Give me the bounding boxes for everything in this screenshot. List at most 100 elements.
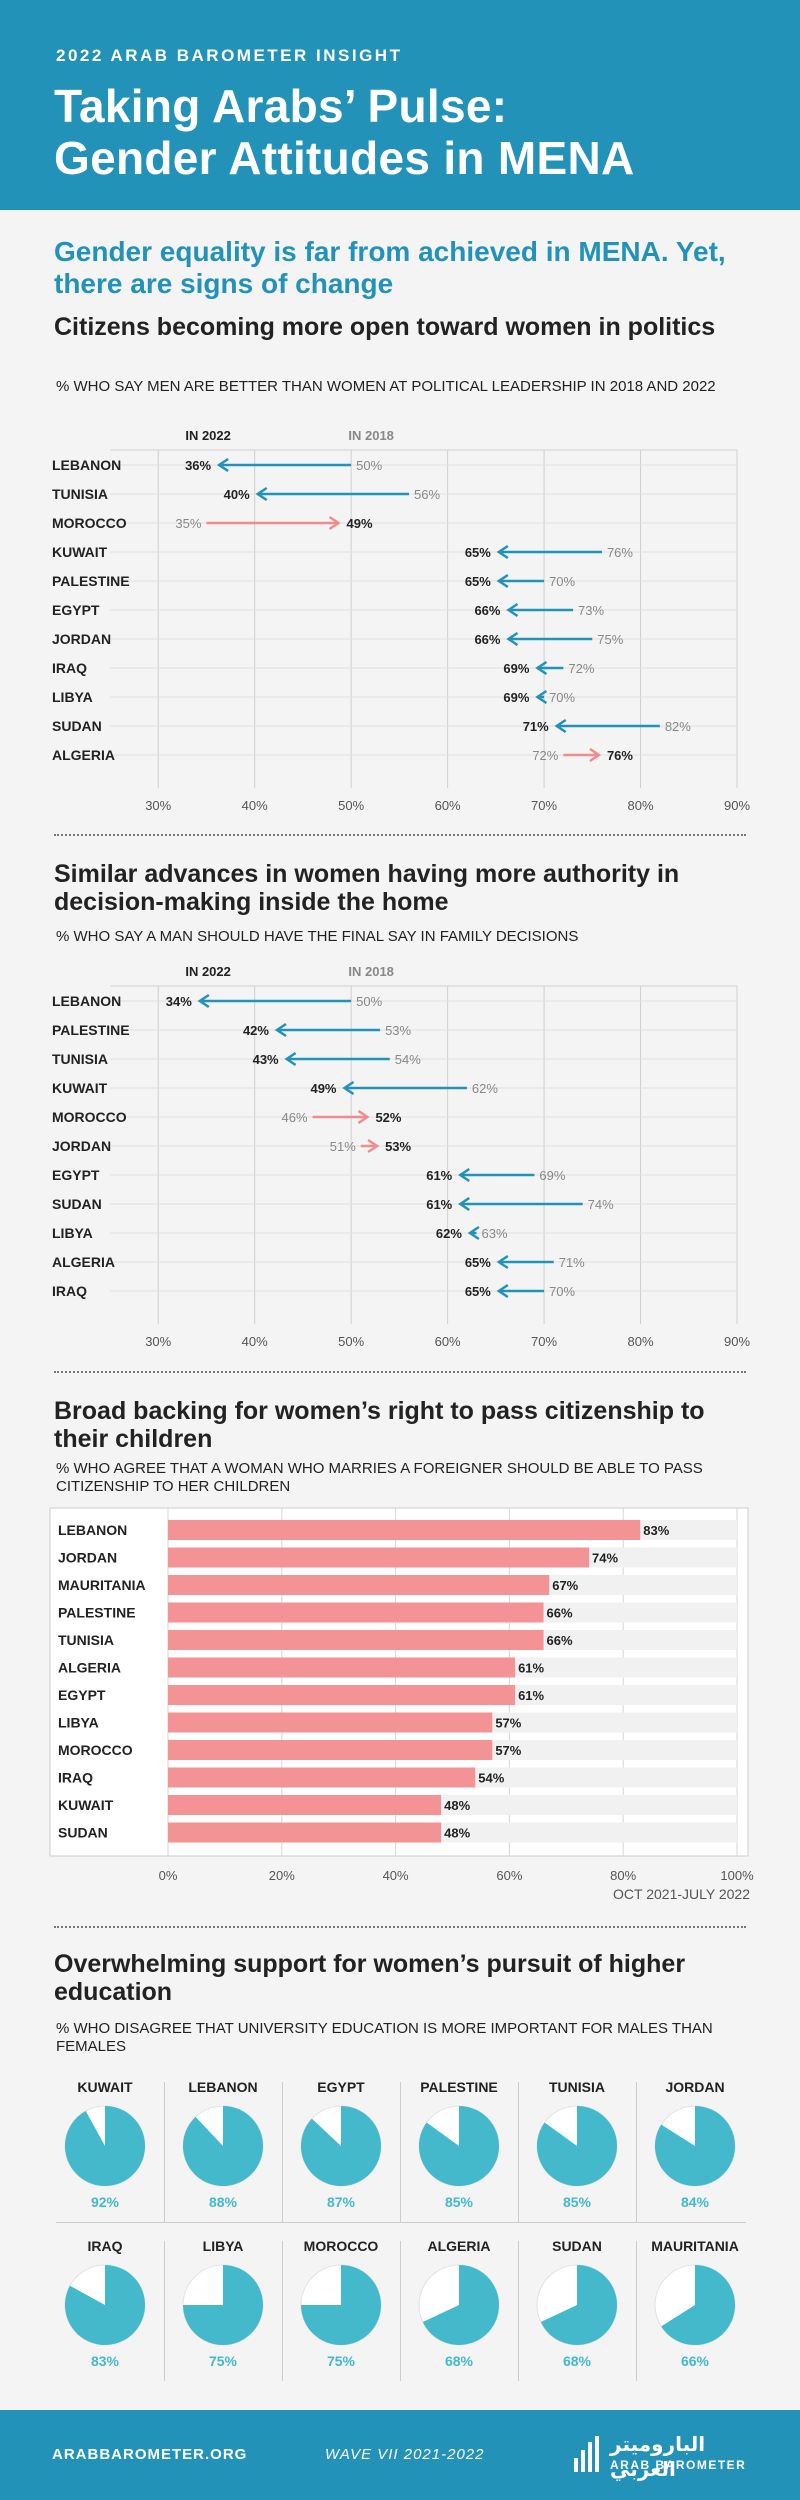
pie-chart-kuwait (64, 2105, 146, 2187)
citizenship-tick-label: 40% (383, 1868, 409, 1883)
pie-cell-libya: LIBYA 75% (164, 2237, 282, 2369)
pie-value-mauritania: 66% (680, 2353, 710, 2369)
home-dumbbell-chart: IN 2022 IN 2018 30% 40% 50% 60% 70% 80% 90% LEBAN… (52, 964, 750, 1349)
politics-value-2022: 66% (474, 632, 500, 647)
citizenship-value-tunisia: 66% (547, 1633, 573, 1648)
pie-country-libya: LIBYA (202, 2238, 244, 2254)
pie-chart-algeria (418, 2264, 500, 2346)
home-country-morocco: MOROCCO (52, 1109, 127, 1125)
home-value-2018: 62% (472, 1081, 498, 1096)
pie-grid-separator (164, 2241, 165, 2381)
pie-country-kuwait: KUWAIT (77, 2079, 133, 2095)
politics-value-2022: 69% (503, 661, 529, 676)
footer-url-link[interactable]: ARABBAROMETER.ORG (52, 2446, 248, 2463)
pie-slice-egypt (301, 2106, 381, 2186)
citizenship-country-libya: LIBYA (58, 1715, 99, 1731)
home-country-tunisia: TUNISIA (52, 1051, 108, 1067)
pie-country-lebanon: LEBANON (188, 2079, 258, 2095)
pie-value-jordan: 84% (680, 2194, 710, 2210)
footer-banner: ARABBAROMETER.ORG WAVE VII 2021-2022 الب… (0, 2410, 800, 2500)
citizenship-title: Broad backing for women’s right to pass … (54, 1397, 705, 1453)
politics-value-2018: 76% (607, 545, 633, 560)
citizenship-country-palestine: PALESTINE (58, 1605, 136, 1621)
pie-grid-separator (636, 2241, 637, 2381)
home-legend-2018: IN 2018 (348, 964, 394, 979)
home-tick-label: 40% (242, 1334, 268, 1349)
politics-country-jordan: JORDAN (52, 631, 111, 647)
citizenship-country-iraq: IRAQ (58, 1770, 93, 1786)
pie-value-palestine: 85% (444, 2194, 474, 2210)
pie-value-morocco: 75% (326, 2353, 356, 2369)
pie-slice-sudan (540, 2265, 617, 2345)
home-value-2022: 49% (310, 1081, 336, 1096)
citizenship-bar-morocco (168, 1740, 493, 1760)
politics-arrowhead-lebanon (216, 457, 229, 473)
politics-arrowhead-sudan (554, 718, 567, 734)
home-value-2018: 46% (282, 1110, 308, 1125)
home-subtitle: % WHO SAY A MAN SHOULD HAVE THE FINAL SA… (56, 928, 579, 945)
politics-value-2018: 73% (578, 603, 604, 618)
pie-country-iraq: IRAQ (87, 2238, 123, 2254)
politics-country-lebanon: LEBANON (52, 457, 121, 473)
citizenship-country-egypt: EGYPT (58, 1687, 106, 1703)
pie-value-iraq: 83% (90, 2353, 120, 2369)
home-arrowhead-egypt (458, 1167, 470, 1183)
pie-value-sudan: 68% (562, 2353, 592, 2369)
pie-slice-algeria (422, 2265, 499, 2345)
pie-cell-egypt: EGYPT 87% (282, 2078, 400, 2210)
citizenship-date-note: OCT 2021-JULY 2022 (613, 1886, 750, 1902)
politics-value-2022: 65% (465, 545, 491, 560)
politics-arrowhead-kuwait (496, 544, 509, 560)
citizenship-bar-algeria (168, 1657, 516, 1678)
politics-arrowhead-iraq (535, 660, 548, 676)
pie-country-mauritania: MAURITANIA (651, 2238, 739, 2254)
politics-arrowhead-libya (535, 689, 548, 705)
citizenship-bar-kuwait (168, 1795, 442, 1815)
pie-chart-lebanon (182, 2105, 264, 2187)
politics-arrowhead-palestine (496, 573, 509, 589)
pie-chart-morocco (300, 2264, 382, 2346)
home-value-2018: 74% (588, 1197, 614, 1212)
home-arrowhead-iraq (496, 1283, 509, 1299)
home-value-2022: 52% (375, 1110, 401, 1125)
politics-value-2018: 70% (549, 574, 575, 589)
home-country-egypt: EGYPT (52, 1167, 100, 1183)
page-title: Taking Arabs’ Pulse: Gender Attitudes in… (54, 80, 635, 184)
pie-grid-separator (164, 2082, 165, 2222)
citizenship-country-algeria: ALGERIA (58, 1660, 121, 1676)
politics-value-2018: 56% (414, 487, 440, 502)
arab-barometer-logo: الباروميتر العربي ARAB BAROMETER (574, 2432, 754, 2481)
home-value-2022: 65% (465, 1284, 491, 1299)
home-value-2018: 54% (395, 1052, 421, 1067)
home-value-2022: 42% (243, 1023, 269, 1038)
citizenship-value-egypt: 61% (518, 1688, 544, 1703)
pie-cell-jordan: JORDAN 84% (636, 2078, 754, 2210)
pie-grid-separator (400, 2082, 401, 2222)
politics-value-2018: 82% (665, 719, 691, 734)
home-value-2018: 53% (385, 1023, 411, 1038)
politics-arrowhead-egypt (506, 602, 519, 618)
pie-country-tunisia: TUNISIA (549, 2079, 605, 2095)
home-value-2022: 34% (166, 994, 192, 1009)
home-country-palestine: PALESTINE (52, 1022, 130, 1038)
citizenship-bar-jordan (168, 1547, 590, 1568)
home-country-kuwait: KUWAIT (52, 1080, 108, 1096)
citizenship-value-libya: 57% (495, 1716, 521, 1731)
home-tick-label: 50% (338, 1334, 364, 1349)
pie-grid-separator (282, 2082, 283, 2222)
politics-tick-label: 70% (531, 798, 557, 813)
pie-grid-row-separator (56, 2222, 746, 2223)
citizenship-bar-egypt (168, 1685, 516, 1705)
home-value-2018: 63% (482, 1226, 508, 1241)
pie-value-libya: 75% (208, 2353, 238, 2369)
citizenship-country-morocco: MOROCCO (58, 1742, 133, 1758)
page-title-line2: Gender Attitudes in MENA (54, 132, 635, 184)
pie-grid-separator (636, 2082, 637, 2222)
pie-cell-sudan: SUDAN 68% (518, 2237, 636, 2369)
home-title: Similar advances in women having more au… (54, 860, 680, 916)
section-divider (54, 834, 746, 836)
pie-cell-iraq: IRAQ 83% (46, 2237, 164, 2369)
footer-wave: WAVE VII 2021-2022 (325, 2446, 485, 2463)
home-value-2018: 69% (539, 1168, 565, 1183)
home-country-jordan: JORDAN (52, 1138, 111, 1154)
